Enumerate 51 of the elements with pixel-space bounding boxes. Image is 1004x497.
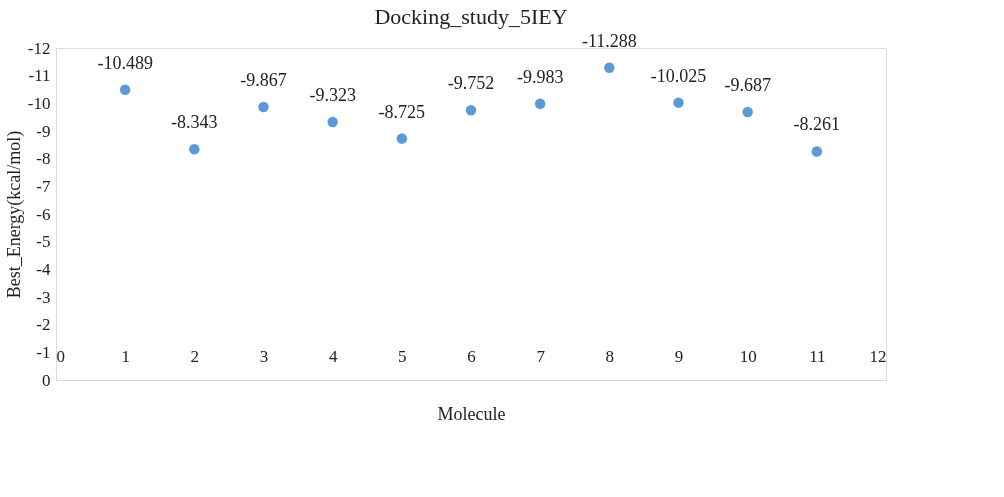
y-tick-label: -8 (36, 149, 51, 169)
point (604, 62, 615, 73)
x-tick-label: 3 (259, 346, 269, 366)
y-tick-label: -9 (36, 121, 51, 141)
y-tick-label: 0 (42, 370, 51, 390)
chart-title: Docking_study_5IEY (374, 3, 568, 29)
y-tick-label: -12 (27, 38, 51, 58)
y-tick-label: -4 (36, 259, 51, 279)
y-tick-label: -10 (27, 93, 51, 113)
y-tick-label: -6 (36, 204, 51, 224)
y-tick-label: -11 (28, 66, 51, 86)
point (119, 84, 131, 96)
y-tick-label: -7 (36, 176, 51, 196)
x-tick-label: 0 (56, 346, 65, 366)
x-tick-label: 8 (605, 346, 615, 366)
y-tick-label: -5 (36, 232, 51, 252)
point (327, 116, 338, 128)
x-tick-label: 4 (328, 346, 338, 366)
x-tick-label: 2 (190, 346, 200, 366)
x-tick-label: 12 (869, 346, 887, 366)
data-label: -8.343 (171, 112, 218, 133)
x-tick-label: 11 (809, 346, 826, 366)
x-axis-title: Molecule (437, 404, 506, 424)
data-label: -8.261 (793, 114, 841, 135)
x-tick-label: 5 (398, 346, 407, 366)
data-label: -9.752 (447, 73, 495, 94)
point (673, 97, 684, 108)
data-label: -9.867 (240, 70, 287, 91)
x-tick-label: 9 (674, 346, 684, 366)
data-label: -11.288 (581, 30, 637, 51)
y-tick-label: -2 (36, 315, 51, 335)
data-label: -9.323 (309, 85, 356, 106)
point (396, 133, 408, 144)
data-label: -9.983 (516, 66, 564, 87)
x-tick-label: 1 (121, 346, 130, 366)
data-label: -10.489 (97, 52, 153, 73)
y-tick-label: -1 (36, 342, 51, 362)
point (811, 146, 823, 157)
point (258, 101, 269, 113)
data-label: -10.025 (650, 65, 707, 86)
point (465, 104, 477, 116)
y-axis-title: Best_Energy(kcal/mol) (3, 130, 25, 299)
data-label: -9.687 (724, 74, 771, 95)
x-tick-label: 7 (536, 346, 546, 366)
x-tick-label: 10 (739, 346, 757, 366)
point (534, 98, 546, 110)
point (189, 143, 200, 155)
x-tick-label: 6 (467, 346, 476, 366)
data-label: -8.725 (378, 101, 426, 122)
point (742, 106, 753, 118)
y-tick-label: -3 (36, 287, 51, 307)
